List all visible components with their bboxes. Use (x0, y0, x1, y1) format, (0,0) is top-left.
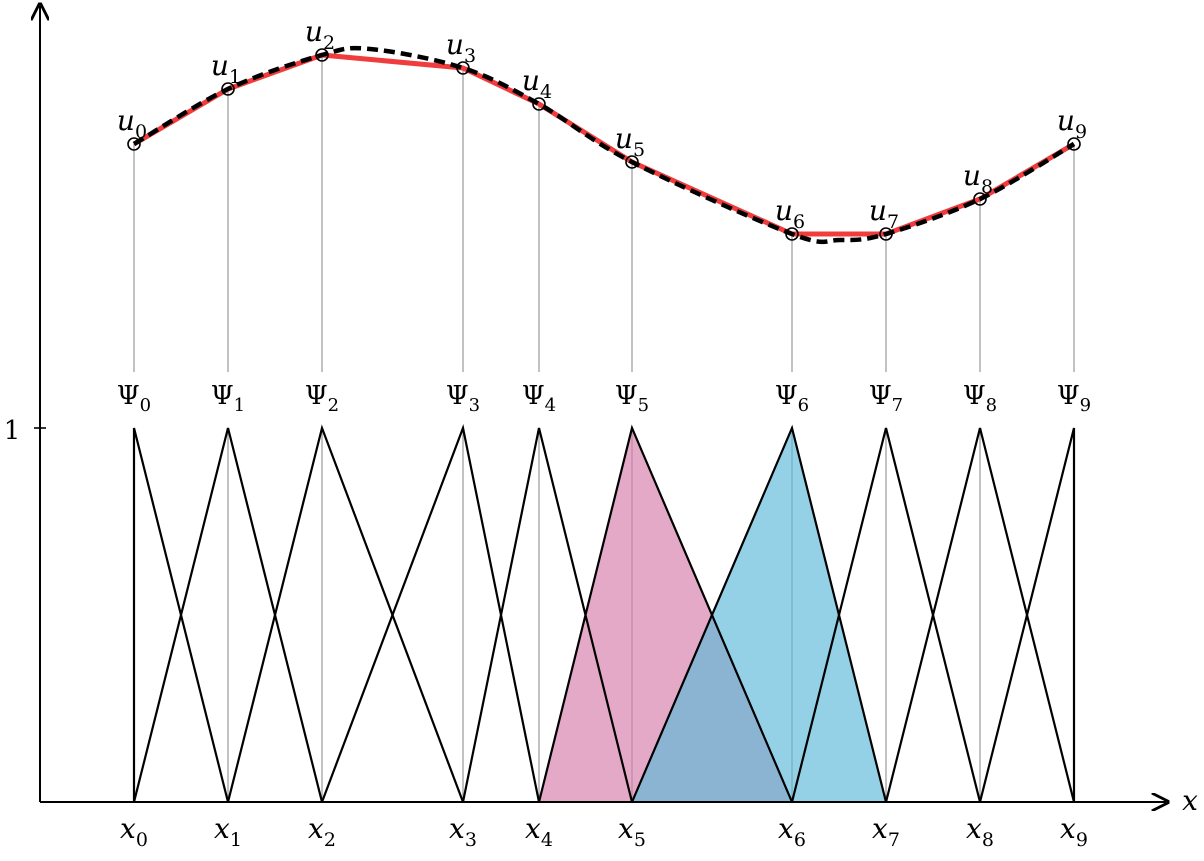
u-label-5: u5 (615, 122, 645, 161)
psi-label-8: Ψ8 (963, 381, 997, 416)
u-marker-1 (221, 82, 235, 96)
basis-psi-8 (884, 427, 1076, 803)
x-label-1: x1 (214, 812, 242, 851)
u-marker-8 (973, 192, 987, 206)
psi-label-9: Ψ9 (1057, 381, 1091, 416)
basis-psi-1 (132, 427, 324, 803)
psi-label-2: Ψ2 (305, 381, 339, 416)
u-marker-3 (456, 61, 470, 75)
psi-label-5: Ψ5 (615, 381, 649, 416)
x-label-2: x2 (308, 812, 336, 851)
basis-psi-2 (226, 424, 465, 803)
psi-label-0: Ψ0 (117, 381, 151, 416)
x-label-4: x4 (525, 812, 553, 851)
x-label-8: x8 (966, 812, 994, 851)
x-label-3: x3 (449, 812, 477, 851)
x-label-6: x6 (778, 812, 806, 851)
psi-label-4: Ψ4 (522, 381, 556, 416)
u-label-1: u1 (211, 49, 241, 88)
x-label-7: x7 (872, 812, 900, 851)
u-marker-6 (785, 227, 799, 241)
psi-label-1: Ψ1 (211, 381, 245, 416)
highlighted-basis-functions (539, 428, 886, 802)
basis-psi-4 (461, 427, 634, 803)
u-label-0: u0 (117, 104, 147, 143)
psi-label-6: Ψ6 (775, 381, 809, 416)
hat-basis-functions (132, 424, 1076, 803)
basis-psi-9 (978, 427, 1076, 803)
u-label-4: u4 (522, 64, 552, 103)
x-label-5: x5 (618, 812, 646, 851)
basis-psi-6 (630, 424, 888, 803)
psi-label-3: Ψ3 (446, 381, 480, 416)
u-label-7: u7 (869, 194, 899, 233)
basis-psi-5 (537, 424, 794, 803)
basis-psi-0 (132, 427, 230, 803)
u-marker-2 (315, 48, 329, 62)
u-marker-0 (127, 137, 141, 151)
u-label-8: u8 (963, 159, 993, 198)
u-label-9: u9 (1057, 104, 1087, 143)
node-labels: u0 Ψ0 x0 u1 Ψ1 x1 u2 Ψ2 x2 u3 Ψ3 x3 u4 Ψ4 x4 u5 Ψ5 x5 u6 Ψ6… (117, 15, 1091, 851)
u-label-2: u2 (305, 15, 335, 54)
basis-psi-7 (790, 427, 982, 803)
u-label-6: u6 (775, 194, 805, 233)
x-axis-label: x (1182, 784, 1198, 817)
u-marker-5 (625, 155, 639, 169)
psi-label-7: Ψ7 (869, 381, 903, 416)
exact-function-curve (132, 45, 1076, 245)
x-label-0: x0 (120, 812, 148, 851)
u-marker-7 (879, 227, 893, 241)
u-marker-9 (1067, 137, 1081, 151)
x-label-9: x9 (1060, 812, 1088, 851)
u-marker-4 (532, 97, 546, 111)
y-tick-label: 1 (4, 416, 21, 446)
basis-psi-3 (320, 424, 541, 803)
node-value-markers (127, 48, 1081, 241)
u-label-3: u3 (446, 28, 476, 67)
highlight-psi-6 (632, 428, 886, 802)
